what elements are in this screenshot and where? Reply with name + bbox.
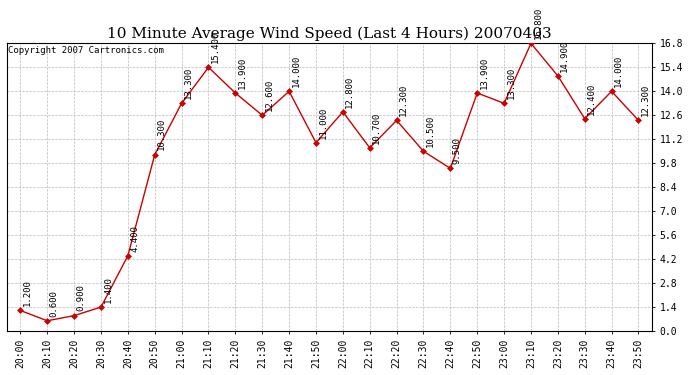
Text: 13.300: 13.300: [184, 67, 193, 99]
Text: 14.900: 14.900: [560, 39, 569, 72]
Text: 10.500: 10.500: [426, 115, 435, 147]
Text: 12.300: 12.300: [641, 84, 650, 116]
Text: 1.200: 1.200: [23, 279, 32, 306]
Text: 15.400: 15.400: [211, 31, 220, 63]
Text: 13.300: 13.300: [506, 67, 515, 99]
Text: 12.600: 12.600: [265, 79, 274, 111]
Text: 14.000: 14.000: [292, 55, 301, 87]
Text: 10.300: 10.300: [157, 118, 166, 150]
Text: 13.900: 13.900: [480, 57, 489, 89]
Text: 0.600: 0.600: [50, 290, 59, 316]
Text: 0.900: 0.900: [77, 285, 86, 312]
Text: Copyright 2007 Cartronics.com: Copyright 2007 Cartronics.com: [8, 46, 164, 55]
Text: 4.400: 4.400: [130, 225, 139, 252]
Text: 12.400: 12.400: [587, 82, 596, 114]
Title: 10 Minute Average Wind Speed (Last 4 Hours) 20070403: 10 Minute Average Wind Speed (Last 4 Hou…: [107, 26, 552, 41]
Text: 12.800: 12.800: [345, 75, 354, 108]
Text: 9.500: 9.500: [453, 137, 462, 164]
Text: 10.700: 10.700: [372, 111, 381, 144]
Text: 11.000: 11.000: [319, 106, 328, 138]
Text: 12.300: 12.300: [399, 84, 408, 116]
Text: 13.900: 13.900: [238, 57, 247, 89]
Text: 16.800: 16.800: [533, 7, 542, 39]
Text: 1.400: 1.400: [104, 276, 112, 303]
Text: 14.000: 14.000: [614, 55, 623, 87]
